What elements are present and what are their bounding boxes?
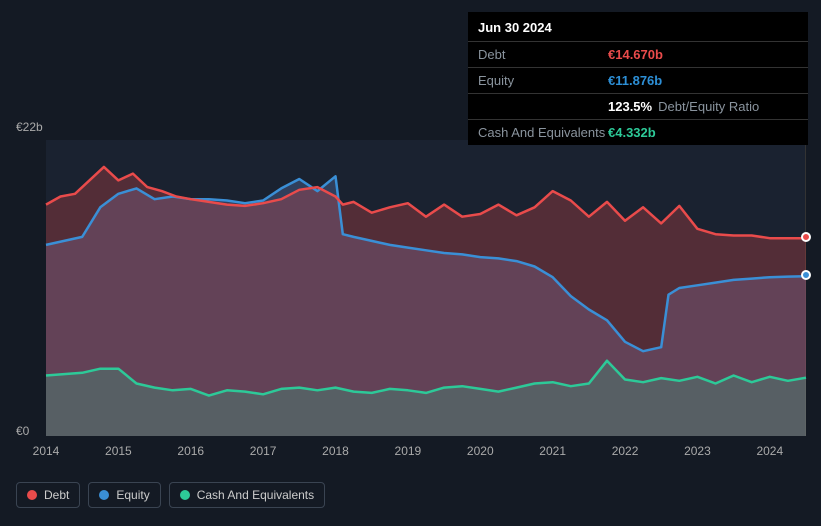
x-tick: 2017 xyxy=(250,444,277,458)
x-tick: 2022 xyxy=(612,444,639,458)
x-tick: 2024 xyxy=(756,444,783,458)
tooltip-date: Jun 30 2024 xyxy=(468,12,808,42)
legend: Debt Equity Cash And Equivalents xyxy=(16,482,325,508)
tooltip-row-label xyxy=(478,99,608,114)
debt-end-marker xyxy=(801,232,811,242)
tooltip-row-label: Equity xyxy=(478,73,608,88)
debt-legend-dot xyxy=(27,490,37,500)
tooltip-row-value: 123.5%Debt/Equity Ratio xyxy=(608,99,759,114)
chart-svg xyxy=(46,140,806,436)
equity-end-marker xyxy=(801,270,811,280)
legend-label: Debt xyxy=(44,488,69,502)
legend-label: Equity xyxy=(116,488,149,502)
legend-item-debt[interactable]: Debt xyxy=(16,482,80,508)
chart-plot[interactable] xyxy=(46,140,806,436)
tooltip-row: Cash And Equivalents€4.332b xyxy=(468,120,808,145)
legend-item-equity[interactable]: Equity xyxy=(88,482,160,508)
tooltip-row-value: €11.876b xyxy=(608,73,662,88)
tooltip-ratio-suffix: Debt/Equity Ratio xyxy=(658,99,759,114)
tooltip-row: Debt€14.670b xyxy=(468,42,808,68)
tooltip-row: Equity€11.876b xyxy=(468,68,808,94)
x-tick: 2016 xyxy=(177,444,204,458)
y-axis-min: €0 xyxy=(16,424,29,438)
cash-legend-dot xyxy=(180,490,190,500)
tooltip-row-value: €4.332b xyxy=(608,125,656,140)
legend-item-cash[interactable]: Cash And Equivalents xyxy=(169,482,325,508)
tooltip-row-value: €14.670b xyxy=(608,47,663,62)
x-tick: 2021 xyxy=(539,444,566,458)
tooltip-row-label: Cash And Equivalents xyxy=(478,125,608,140)
x-tick: 2014 xyxy=(33,444,60,458)
x-tick: 2018 xyxy=(322,444,349,458)
legend-label: Cash And Equivalents xyxy=(197,488,314,502)
tooltip-row: 123.5%Debt/Equity Ratio xyxy=(468,94,808,120)
x-tick: 2015 xyxy=(105,444,132,458)
tooltip-row-label: Debt xyxy=(478,47,608,62)
y-axis-max: €22b xyxy=(16,120,43,134)
equity-legend-dot xyxy=(99,490,109,500)
x-tick: 2023 xyxy=(684,444,711,458)
chart-container: €22b €0 2014 2015 2016 2017 2018 2019 2020 2021… xyxy=(16,120,806,470)
x-tick: 2020 xyxy=(467,444,494,458)
x-tick: 2019 xyxy=(395,444,422,458)
tooltip-card: Jun 30 2024 Debt€14.670bEquity€11.876b12… xyxy=(468,12,808,145)
